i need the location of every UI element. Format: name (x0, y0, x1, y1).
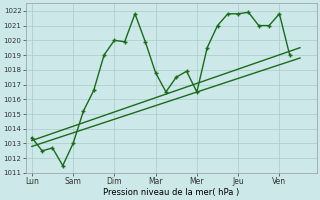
X-axis label: Pression niveau de la mer( hPa ): Pression niveau de la mer( hPa ) (103, 188, 239, 197)
